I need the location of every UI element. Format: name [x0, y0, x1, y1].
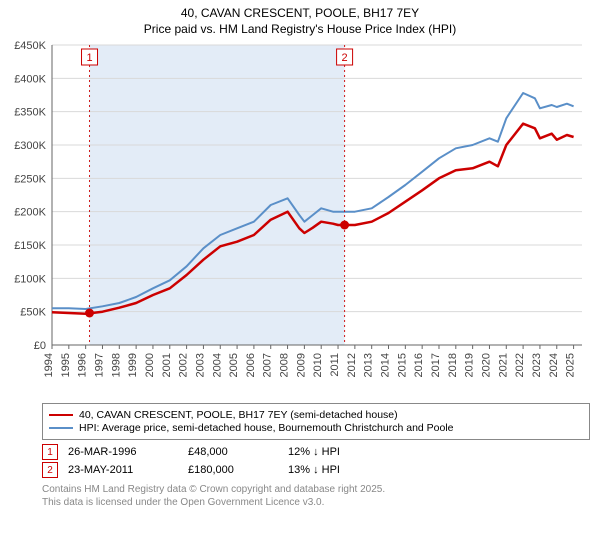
svg-text:2008: 2008 [279, 353, 291, 377]
svg-text:2: 2 [342, 52, 348, 64]
svg-text:2019: 2019 [464, 353, 476, 377]
svg-text:2007: 2007 [262, 353, 274, 377]
footnote-line-1: Contains HM Land Registry data © Crown c… [42, 484, 590, 497]
title-line-1: 40, CAVAN CRESCENT, POOLE, BH17 7EY [0, 6, 600, 22]
legend-item: 40, CAVAN CRESCENT, POOLE, BH17 7EY (sem… [49, 409, 583, 421]
svg-text:2006: 2006 [245, 353, 257, 377]
sale-price: £180,000 [188, 464, 278, 476]
svg-text:2023: 2023 [531, 353, 543, 377]
svg-text:1998: 1998 [110, 353, 122, 377]
sale-row: 2 23-MAY-2011 £180,000 13% ↓ HPI [42, 462, 590, 478]
svg-text:2012: 2012 [346, 353, 358, 377]
chart-title: 40, CAVAN CRESCENT, POOLE, BH17 7EY Pric… [0, 0, 600, 37]
svg-text:2016: 2016 [413, 353, 425, 377]
svg-text:£200K: £200K [14, 207, 46, 219]
sale-marker: 2 [42, 462, 58, 478]
svg-text:2001: 2001 [161, 353, 173, 377]
svg-text:£450K: £450K [14, 40, 46, 52]
svg-text:£100K: £100K [14, 274, 46, 286]
svg-text:1997: 1997 [93, 353, 105, 377]
chart-area: £0 £50K £100K £150K £200K £250K £300K £350K £400… [0, 37, 600, 397]
svg-text:2024: 2024 [548, 353, 560, 377]
sale-marker: 1 [42, 444, 58, 460]
footnote: Contains HM Land Registry data © Crown c… [42, 484, 590, 509]
svg-text:2022: 2022 [514, 353, 526, 377]
sale-date: 26-MAR-1996 [68, 446, 178, 458]
svg-text:1995: 1995 [60, 353, 72, 377]
legend: 40, CAVAN CRESCENT, POOLE, BH17 7EY (sem… [42, 403, 590, 440]
svg-text:2015: 2015 [396, 353, 408, 377]
svg-text:£0: £0 [34, 340, 46, 352]
svg-text:2005: 2005 [228, 353, 240, 377]
svg-text:2021: 2021 [497, 353, 509, 377]
legend-item: HPI: Average price, semi-detached house,… [49, 422, 583, 434]
svg-text:£350K: £350K [14, 107, 46, 119]
line-chart: £0 £50K £100K £150K £200K £250K £300K £350K £400… [0, 37, 600, 397]
svg-text:2009: 2009 [295, 353, 307, 377]
svg-text:2014: 2014 [380, 353, 392, 377]
svg-text:2004: 2004 [211, 353, 223, 377]
svg-text:2018: 2018 [447, 353, 459, 377]
svg-text:1994: 1994 [43, 353, 55, 377]
svg-text:2010: 2010 [312, 353, 324, 377]
svg-text:2017: 2017 [430, 353, 442, 377]
svg-text:2002: 2002 [178, 353, 190, 377]
footnote-line-2: This data is licensed under the Open Gov… [42, 497, 590, 510]
sale-diff: 12% ↓ HPI [288, 446, 398, 458]
svg-text:2003: 2003 [194, 353, 206, 377]
svg-text:1996: 1996 [77, 353, 89, 377]
title-line-2: Price paid vs. HM Land Registry's House … [0, 22, 600, 38]
svg-text:£50K: £50K [20, 307, 46, 319]
legend-label: 40, CAVAN CRESCENT, POOLE, BH17 7EY (sem… [79, 409, 398, 421]
svg-text:1999: 1999 [127, 353, 139, 377]
sale-row: 1 26-MAR-1996 £48,000 12% ↓ HPI [42, 444, 590, 460]
svg-text:2011: 2011 [329, 353, 341, 377]
legend-swatch [49, 414, 73, 416]
legend-swatch [49, 427, 73, 429]
svg-text:1: 1 [86, 52, 92, 64]
svg-text:£250K: £250K [14, 174, 46, 186]
sale-date: 23-MAY-2011 [68, 464, 178, 476]
sales-table: 1 26-MAR-1996 £48,000 12% ↓ HPI 2 23-MAY-2011… [42, 444, 590, 478]
sale-diff: 13% ↓ HPI [288, 464, 398, 476]
svg-text:2020: 2020 [480, 353, 492, 377]
svg-text:£300K: £300K [14, 140, 46, 152]
svg-text:2000: 2000 [144, 353, 156, 377]
sale-price: £48,000 [188, 446, 278, 458]
svg-text:£150K: £150K [14, 240, 46, 252]
svg-text:2025: 2025 [565, 353, 577, 377]
legend-label: HPI: Average price, semi-detached house,… [79, 422, 454, 434]
svg-text:£400K: £400K [14, 74, 46, 86]
svg-text:2013: 2013 [363, 353, 375, 377]
